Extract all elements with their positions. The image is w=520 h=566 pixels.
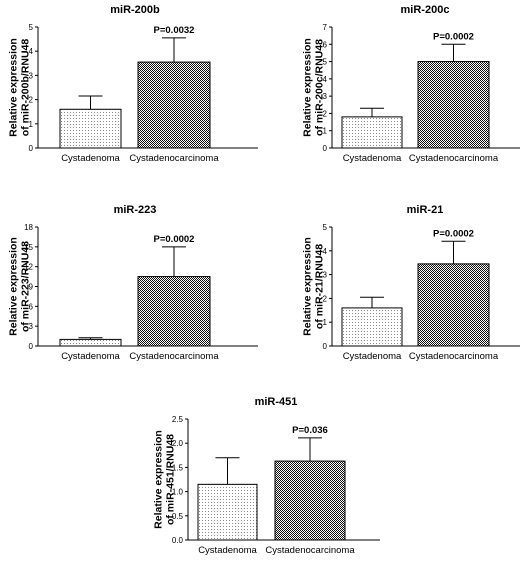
- y-tick-label: 5: [323, 58, 328, 67]
- bar-cystadenoma: [341, 307, 403, 347]
- chart-title: miR-200c: [401, 4, 450, 16]
- y-axis-label-line: of miR-200c/RNU48: [313, 39, 325, 136]
- chart-title: miR-451: [255, 396, 298, 408]
- y-axis-label-line: of miR-21/RNU48: [313, 244, 325, 329]
- y-tick-label: 0: [29, 342, 34, 351]
- y-tick-label: 12: [24, 263, 33, 272]
- x-category-label: Cystadenoma: [61, 153, 120, 164]
- y-tick-label: 2: [323, 294, 328, 303]
- y-tick-label: 3: [323, 92, 328, 101]
- x-category-label: Cystadenocarcinoma: [409, 153, 499, 164]
- y-axis-label: Relative expressionof miR-223/RNU48: [7, 237, 31, 336]
- p-value-annotation: P=0.0002: [433, 228, 474, 239]
- y-axis-label: Relative expressionof miR-200b/RNU48: [7, 38, 31, 137]
- x-category-label: Cystadenoma: [343, 351, 402, 362]
- x-category-label: Cystadenocarcinoma: [265, 545, 355, 556]
- y-tick-label: 3: [29, 71, 34, 80]
- y-tick-label: 9: [29, 283, 34, 292]
- p-value-annotation: P=0.0002: [154, 234, 195, 245]
- y-axis-label-line: Relative expression: [152, 430, 164, 529]
- y-tick-label: 18: [24, 223, 33, 232]
- y-tick-label: 6: [323, 40, 328, 49]
- x-category-label: Cystadenoma: [198, 545, 257, 556]
- bar-cystadenocarcinoma: [137, 61, 211, 149]
- x-category-label: Cystadenocarcinoma: [129, 351, 219, 362]
- x-category-label: Cystadenocarcinoma: [129, 153, 219, 164]
- chart-title: miR-200b: [110, 4, 160, 16]
- y-tick-label: 1: [29, 120, 34, 129]
- y-tick-label: 4: [323, 247, 328, 256]
- chart-title: miR-21: [407, 204, 444, 216]
- y-tick-label: 0: [323, 144, 328, 153]
- y-axis-label: Relative expressionof miR-21/RNU48: [301, 237, 325, 336]
- bar-cystadenocarcinoma: [417, 61, 490, 149]
- y-tick-label: 15: [24, 243, 33, 252]
- p-value-annotation: P=0.036: [292, 425, 328, 436]
- p-value-annotation: P=0.0032: [154, 25, 195, 36]
- y-tick-label: 7: [323, 23, 328, 32]
- y-axis-label-line: of miR-223/RNU48: [19, 241, 31, 332]
- bar-cystadenoma: [59, 108, 122, 149]
- chart-panel: miR-451 Relative expressionof miR-451/RNU…: [152, 396, 380, 556]
- y-axis-label: Relative expressionof miR-200c/RNU48: [301, 38, 325, 137]
- y-tick-label: 2.0: [172, 439, 184, 448]
- y-axis-label-line: Relative expression: [301, 237, 313, 336]
- y-axis-label: Relative expressionof miR-451/RNU48: [152, 430, 176, 529]
- y-tick-label: 1: [323, 318, 328, 327]
- y-axis-label-line: Relative expression: [7, 38, 19, 137]
- x-category-label: Cystadenocarcinoma: [409, 351, 499, 362]
- chart-panel: miR-200b Relative expressionof miR-200b/R…: [7, 4, 258, 164]
- y-tick-label: 1.5: [172, 463, 184, 472]
- y-axis-label-line: of miR-200b/RNU48: [19, 39, 31, 137]
- y-tick-label: 3: [29, 322, 34, 331]
- y-tick-label: 2: [323, 109, 328, 118]
- bar-cystadenocarcinoma: [274, 460, 346, 541]
- bar-cystadenocarcinoma: [417, 263, 490, 347]
- bar-cystadenocarcinoma: [137, 276, 211, 347]
- y-tick-label: 0.0: [172, 536, 184, 545]
- bar-cystadenoma: [197, 483, 258, 541]
- y-tick-label: 4: [29, 47, 34, 56]
- y-axis-label-line: Relative expression: [7, 237, 19, 336]
- y-tick-label: 6: [29, 302, 34, 311]
- y-tick-label: 0: [323, 342, 328, 351]
- y-tick-label: 1: [323, 127, 328, 136]
- bar-cystadenoma: [59, 338, 122, 347]
- x-category-label: Cystadenoma: [343, 153, 402, 164]
- chart-panel: miR-223 Relative expressionof miR-223/RNU…: [7, 204, 258, 362]
- y-tick-label: 5: [29, 23, 34, 32]
- chart-panel: miR-200c Relative expressionof miR-200c/R…: [301, 4, 520, 164]
- y-tick-label: 0: [29, 144, 34, 153]
- y-tick-label: 0.5: [172, 512, 184, 521]
- x-category-label: Cystadenoma: [61, 351, 120, 362]
- y-axis-label-line: of miR-451/RNU48: [164, 434, 176, 525]
- y-tick-label: 5: [323, 223, 328, 232]
- y-tick-label: 4: [323, 75, 328, 84]
- y-tick-label: 2.5: [172, 415, 184, 424]
- y-tick-label: 1.0: [172, 488, 184, 497]
- chart-title: miR-223: [114, 204, 157, 216]
- p-value-annotation: P=0.0002: [433, 31, 474, 42]
- y-tick-label: 2: [29, 96, 34, 105]
- y-axis-label-line: Relative expression: [301, 38, 313, 137]
- y-tick-label: 3: [323, 271, 328, 280]
- bar-cystadenoma: [341, 116, 403, 149]
